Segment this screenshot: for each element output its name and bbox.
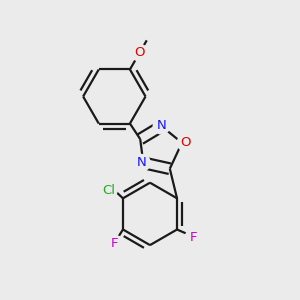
Circle shape [185, 230, 202, 246]
Circle shape [153, 117, 170, 134]
Text: O: O [134, 46, 145, 59]
Text: Cl: Cl [102, 184, 115, 196]
Circle shape [100, 182, 117, 198]
Circle shape [106, 235, 123, 252]
Text: F: F [190, 231, 197, 244]
Text: N: N [137, 156, 147, 169]
Text: N: N [157, 119, 166, 132]
Text: O: O [180, 136, 191, 149]
Text: F: F [111, 237, 118, 250]
Circle shape [177, 134, 194, 151]
Circle shape [134, 154, 150, 171]
Circle shape [131, 44, 148, 61]
